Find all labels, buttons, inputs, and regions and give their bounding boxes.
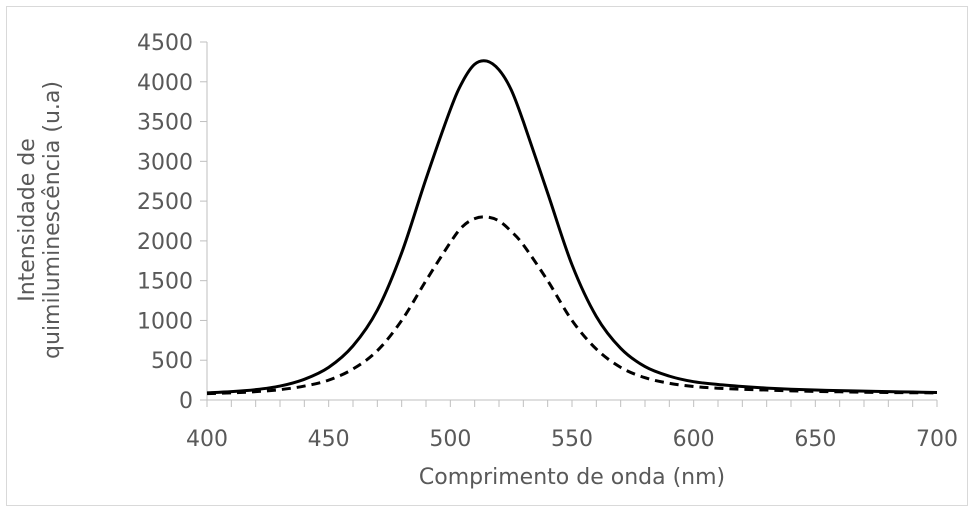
y-axis-title-line-2: quimiluminescência (u.a) (40, 81, 65, 359)
y-tick-label: 1500 (137, 270, 193, 295)
x-tick-label: 450 (308, 427, 350, 452)
x-tick-label: 550 (551, 427, 593, 452)
y-tick-label: 0 (179, 389, 193, 414)
y-tick-label: 3500 (137, 111, 193, 136)
series-line-dashed (206, 215, 938, 396)
y-axis-title: Intensidade de quimiluminescência (u.a) (15, 81, 65, 359)
x-tick-label: 700 (916, 427, 958, 452)
y-axis-title-line-1: Intensidade de (15, 138, 40, 302)
y-tick-label: 2000 (137, 230, 193, 255)
series-line-solid (206, 59, 938, 395)
x-tick-label: 400 (186, 427, 228, 452)
y-tick-label: 4000 (137, 71, 193, 96)
y-tick-label: 4500 (137, 31, 193, 56)
series-group (206, 59, 938, 396)
x-axis: 400 450 500 550 600 650 700 (186, 399, 958, 452)
x-axis-title: Comprimento de onda (nm) (419, 465, 725, 490)
y-tick-label: 3000 (137, 150, 193, 175)
y-tick-label: 1000 (137, 309, 193, 334)
y-tick-label: 500 (151, 349, 193, 374)
y-tick-label: 2500 (137, 190, 193, 215)
y-axis: 0 500 1000 1500 2000 2500 3000 3500 4000 4500 (137, 31, 208, 414)
x-tick-label: 500 (429, 427, 471, 452)
chart-frame (6, 6, 968, 506)
x-tick-label: 650 (794, 427, 836, 452)
x-tick-label: 600 (673, 427, 715, 452)
